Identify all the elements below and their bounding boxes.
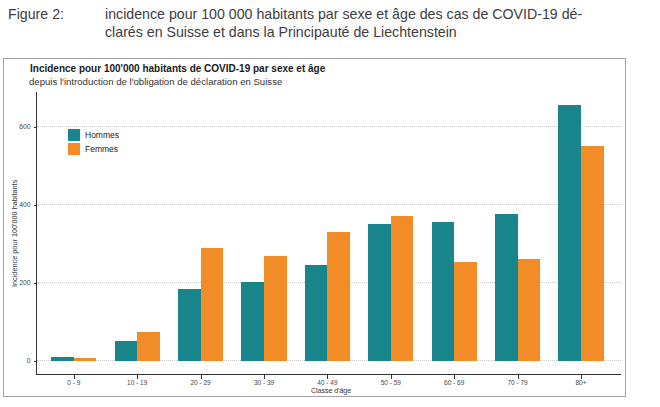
bar-femmes-10-19 (137, 332, 160, 361)
legend-label-hommes: Hommes (85, 130, 119, 140)
gridline-400 (37, 204, 621, 205)
y-tick-mark-0 (34, 361, 37, 362)
bar-hommes-60-69 (432, 222, 455, 361)
bar-femmes-50-59 (391, 216, 414, 360)
bar-hommes-70-79 (495, 214, 518, 361)
figure-caption-text: incidence pour 100 000 habitants par sex… (105, 6, 582, 41)
bar-hommes-30-39 (241, 282, 264, 360)
legend-item-femmes: Femmes (68, 143, 119, 155)
x-tick-label-0: 0 - 9 (44, 379, 104, 386)
y-axis-title: Incidence pour 100'000 habitants (10, 180, 19, 287)
bar-hommes-20-29 (178, 289, 201, 360)
x-tick-label-3: 30 - 39 (234, 379, 294, 386)
x-tick-label-7: 70 - 79 (488, 379, 548, 386)
bar-femmes-40-49 (327, 232, 350, 360)
x-tick-label-6: 60 - 69 (424, 379, 484, 386)
bar-femmes-0-9 (74, 358, 97, 361)
legend-swatch-hommes (68, 129, 80, 141)
bar-hommes-50-59 (368, 224, 391, 361)
bar-hommes-80+ (558, 105, 581, 361)
x-tick-label-8: 80+ (551, 379, 611, 386)
x-tick-label-1: 10 - 19 (107, 379, 167, 386)
bar-femmes-80+ (581, 146, 604, 361)
y-tick-mark-400 (34, 205, 37, 206)
caption-line-1: incidence pour 100 000 habitants par sex… (105, 6, 582, 22)
gridline-600 (37, 126, 621, 127)
y-tick-mark-600 (34, 127, 37, 128)
y-tick-label-600: 600 (9, 123, 31, 130)
bar-femmes-20-29 (201, 248, 224, 361)
bar-hommes-40-49 (305, 265, 328, 361)
chart: Incidence pour 100'000 habitants de COVI… (3, 58, 626, 397)
legend-swatch-femmes (68, 143, 80, 155)
legend-label-femmes: Femmes (85, 144, 118, 154)
y-tick-mark-200 (34, 283, 37, 284)
x-axis-title: Classe d'âge (291, 387, 371, 394)
bar-hommes-10-19 (115, 341, 138, 361)
x-tick-label-4: 40 - 49 (297, 379, 357, 386)
x-tick-label-5: 50 - 59 (361, 379, 421, 386)
bar-femmes-70-79 (518, 259, 541, 360)
chart-subtitle: depuis l'introduction de l'obligation de… (29, 76, 282, 87)
x-tick-label-2: 20 - 29 (171, 379, 231, 386)
chart-title: Incidence pour 100'000 habitants de COVI… (30, 63, 325, 74)
legend: Hommes Femmes (68, 129, 119, 158)
bar-femmes-30-39 (264, 256, 287, 361)
bar-hommes-0-9 (51, 357, 74, 361)
figure-caption-label: Figure 2: (8, 6, 64, 22)
plot-area (36, 92, 621, 375)
legend-item-hommes: Hommes (68, 129, 119, 141)
bar-femmes-60-69 (454, 262, 477, 361)
caption-line-2: clarés en Suisse et dans la Principauté … (105, 24, 457, 40)
y-tick-label-0: 0 (9, 357, 31, 364)
